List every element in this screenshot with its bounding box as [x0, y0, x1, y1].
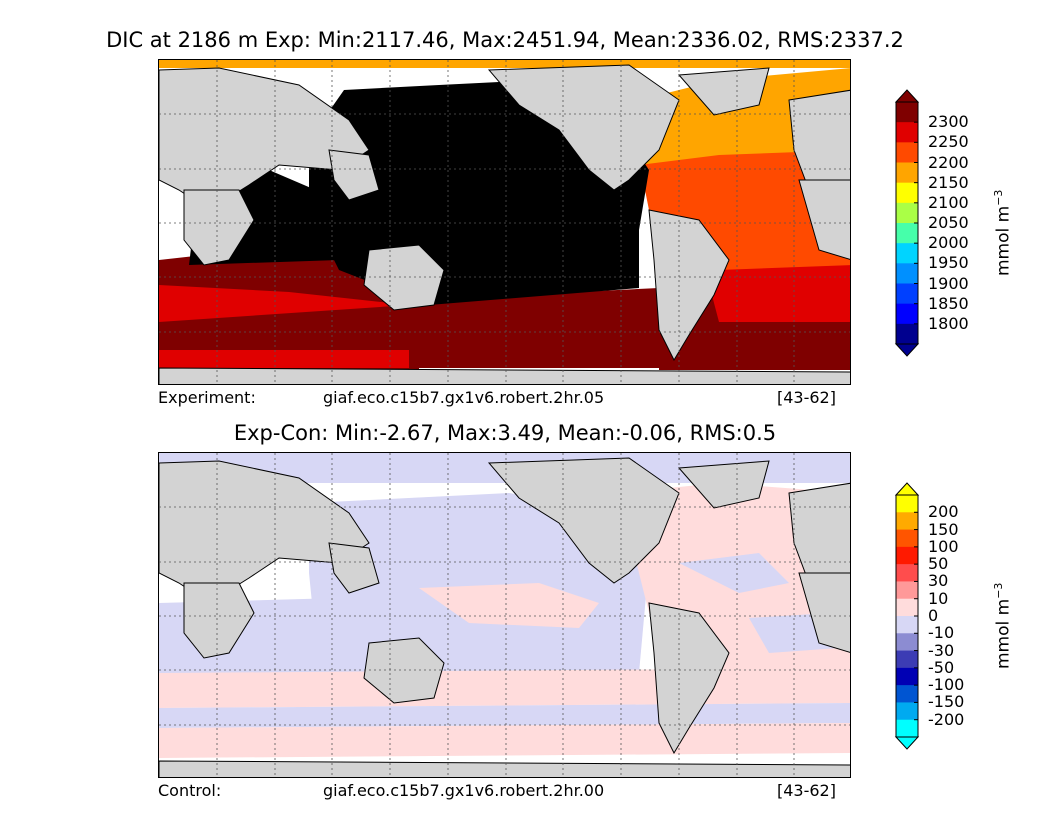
panel1-title: DIC at 2186 m Exp: Min:2117.46, Max:2451…: [106, 28, 904, 52]
panel2-africa-east: [183, 582, 255, 659]
colorbar-tick-label: -30: [928, 640, 955, 660]
panel2-footer-right: [43-62]: [777, 781, 836, 800]
colorbar-tick-label: -10: [928, 623, 955, 643]
panel1-footer-left: Experiment:: [158, 388, 256, 407]
colorbar-extend-bottom: [894, 736, 920, 750]
panel1-greenland: [677, 67, 770, 116]
colorbar-segment: [896, 633, 918, 652]
panel2-north-america: [487, 457, 680, 584]
panel2-atlantic-lav: [679, 553, 789, 593]
panel2-grid: [159, 453, 850, 777]
panel2-eurasia: [159, 460, 370, 604]
colorbar-segment: [896, 564, 918, 582]
colorbar-tick-label: 2100: [928, 192, 969, 212]
colorbar-segment: [896, 162, 918, 184]
colorbar-segment: [896, 598, 918, 617]
colorbar-tick-label: 30: [928, 571, 949, 591]
panel2-africa-west: [798, 572, 850, 653]
colorbar-tick-label: -200: [928, 709, 965, 729]
panel1-africa-east: [183, 189, 255, 266]
colorbar-tick-label: 100: [928, 536, 959, 556]
colorbar-tick-label: 2300: [928, 112, 969, 132]
colorbar-tick-label: 1950: [928, 253, 969, 273]
panel2-title: Exp-Con: Min:-2.67, Max:3.49, Mean:-0.06…: [233, 421, 777, 445]
colorbar-tick-label: 2200: [928, 152, 969, 172]
panel2-units: mmol m−3: [992, 582, 1014, 669]
colorbar-tick-label: 0: [928, 606, 939, 625]
panel1-grid: [159, 60, 850, 384]
colorbar-tick-label: 150: [928, 519, 959, 539]
colorbar-segment: [896, 323, 918, 345]
colorbar-tick-label: 2000: [928, 233, 969, 253]
panel1-map-svg: [159, 60, 850, 384]
colorbar-segment: [896, 702, 918, 721]
panel1-colorbar: [894, 89, 920, 357]
panel1-asia-se: [328, 149, 380, 201]
panel1-map: [158, 59, 851, 385]
colorbar-tick-label: 2050: [928, 213, 969, 232]
colorbar-segment: [896, 223, 918, 244]
colorbar-tick-label: 10: [928, 588, 949, 608]
panel1-units: mmol m−3: [992, 189, 1014, 276]
colorbar-tick-label: 2250: [928, 132, 969, 152]
panel1-footer-mid: giaf.eco.c15b7.gx1v6.robert.2hr.05: [323, 388, 605, 407]
panel2-map: [158, 452, 851, 778]
colorbar-extend-top: [894, 89, 920, 103]
colorbar-segment: [896, 182, 918, 204]
colorbar-segment: [896, 529, 918, 548]
colorbar-extend-bottom: [894, 343, 920, 357]
colorbar-tick-label: -150: [928, 692, 965, 712]
panel1-colorbar-svg: [894, 89, 920, 357]
colorbar-segment: [896, 546, 918, 565]
panel2-australia: [363, 637, 445, 704]
panel1-north-america: [487, 64, 680, 191]
colorbar-segment: [896, 283, 918, 305]
colorbar-segment: [896, 102, 918, 123]
colorbar-segment: [896, 616, 918, 634]
colorbar-segment: [896, 202, 918, 224]
colorbar-tick-label: -100: [928, 675, 965, 695]
panel2-southern-pink2: [159, 723, 850, 758]
panel2-footer-left: Control:: [158, 781, 222, 800]
panel1-eurasia: [159, 67, 370, 211]
colorbar-segment: [896, 303, 918, 325]
panel2-colorbar-svg: [894, 482, 920, 750]
colorbar-segment: [896, 122, 918, 143]
colorbar-segment: [896, 142, 918, 163]
panel2-south-america: [648, 602, 730, 755]
panel1-south-america: [648, 209, 730, 362]
colorbar-tick-label: 1800: [928, 313, 969, 333]
colorbar-tick-label: -50: [928, 657, 955, 677]
colorbar-segment: [896, 667, 918, 686]
colorbar-segment: [896, 650, 918, 669]
panel2-pacific-pink: [419, 583, 599, 628]
colorbar-extend-top: [894, 482, 920, 496]
colorbar-tick-label: 1900: [928, 273, 969, 293]
panel1-indian-red: [159, 285, 409, 322]
panel1-africa-west: [798, 179, 850, 260]
colorbar-segment: [896, 581, 918, 600]
colorbar-segment: [896, 719, 918, 738]
colorbar-segment: [896, 685, 918, 703]
panel2-greenland: [677, 460, 770, 509]
colorbar-tick-label: 200: [928, 502, 959, 522]
panel1-southern-band: [159, 322, 409, 350]
panel2-footer-mid: giaf.eco.c15b7.gx1v6.robert.2hr.00: [323, 781, 605, 800]
colorbar-segment: [896, 263, 918, 284]
colorbar-tick-label: 2150: [928, 172, 969, 192]
colorbar-segment: [896, 495, 918, 513]
colorbar-segment: [896, 512, 918, 531]
panel1-australia: [363, 244, 445, 311]
panel2-map-svg: [159, 453, 850, 777]
panel2-asia-se: [328, 542, 380, 594]
panel1-footer-right: [43-62]: [777, 388, 836, 407]
panel2-colorbar: [894, 482, 920, 750]
panel1-southern-red: [159, 350, 409, 368]
panel1-arctic-band: [159, 60, 850, 68]
colorbar-tick-label: 50: [928, 554, 949, 574]
colorbar-tick-label: 1850: [928, 293, 969, 313]
colorbar-segment: [896, 243, 918, 264]
panel1-pacific-south: [409, 288, 659, 368]
